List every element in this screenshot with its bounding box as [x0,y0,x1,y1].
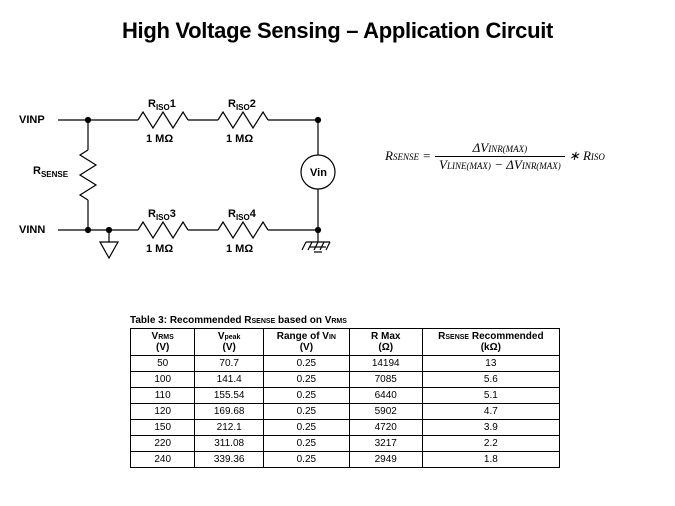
table-header: RSENSE Recommended(kΩ) [422,329,559,356]
r2-label: RISO2 [228,98,256,112]
table-cell: 0.25 [263,404,349,420]
r3-value: 1 MΩ [146,243,173,255]
table-row: 120169.680.2559024.7 [131,404,560,420]
table-row: 5070.70.251419413 [131,356,560,372]
table-cell: 120 [131,404,195,420]
vinn-label: VINN [19,224,45,236]
table-cell: 0.25 [263,372,349,388]
table-cell: 5.6 [422,372,559,388]
table-cell: 155.54 [195,388,264,404]
r1-label: RISO1 [148,98,176,112]
table-cell: 240 [131,452,195,468]
table-cell: 0.25 [263,452,349,468]
rsense-table: VRMS(V)Vpeak(V)Range of VIN(V)R Max(Ω)RS… [130,328,560,468]
table-header: Range of VIN(V) [263,329,349,356]
r3-label: RISO3 [148,208,176,222]
table-row: 240339.360.2529491.8 [131,452,560,468]
table-header: VRMS(V) [131,329,195,356]
circuit-diagram: VINP VINN RSENSE Vin RISO1 1 MΩ RISO2 1 … [18,80,378,280]
vin-label: Vin [310,167,327,179]
table-region: Table 3: Recommended RSENSE based on VRM… [130,315,560,468]
table-cell: 4.7 [422,404,559,420]
table-cell: 2949 [349,452,422,468]
table-header: R Max(Ω) [349,329,422,356]
page-title: High Voltage Sensing – Application Circu… [0,0,675,44]
table-cell: 3217 [349,436,422,452]
table-row: 150212.10.2547203.9 [131,420,560,436]
r2-value: 1 MΩ [226,133,253,145]
table-header: Vpeak(V) [195,329,264,356]
table-row: 100141.40.2570855.6 [131,372,560,388]
vinp-label: VINP [19,114,45,126]
formula: RSENSE = ΔVINR(MAX) VLINE(MAX) − ΔVINR(M… [385,140,655,172]
table-cell: 0.25 [263,388,349,404]
r4-label: RISO4 [228,208,257,222]
table-cell: 0.25 [263,420,349,436]
table-cell: 212.1 [195,420,264,436]
table-cell: 3.9 [422,420,559,436]
table-cell: 339.36 [195,452,264,468]
r4-value: 1 MΩ [226,243,253,255]
table-cell: 220 [131,436,195,452]
table-cell: 150 [131,420,195,436]
table-cell: 169.68 [195,404,264,420]
table-cell: 13 [422,356,559,372]
table-cell: 141.4 [195,372,264,388]
rsense-label: RSENSE [33,165,69,179]
table-cell: 110 [131,388,195,404]
table-row: 110155.540.2564405.1 [131,388,560,404]
table-cell: 100 [131,372,195,388]
table-cell: 6440 [349,388,422,404]
table-cell: 14194 [349,356,422,372]
r1-value: 1 MΩ [146,133,173,145]
table-row: 220311.080.2532172.2 [131,436,560,452]
table-cell: 2.2 [422,436,559,452]
table-cell: 70.7 [195,356,264,372]
table-cell: 0.25 [263,356,349,372]
table-cell: 0.25 [263,436,349,452]
table-cell: 5.1 [422,388,559,404]
table-cell: 7085 [349,372,422,388]
table-caption: Table 3: Recommended RSENSE based on VRM… [130,315,560,326]
table-cell: 50 [131,356,195,372]
table-cell: 311.08 [195,436,264,452]
table-cell: 5902 [349,404,422,420]
table-cell: 4720 [349,420,422,436]
table-cell: 1.8 [422,452,559,468]
